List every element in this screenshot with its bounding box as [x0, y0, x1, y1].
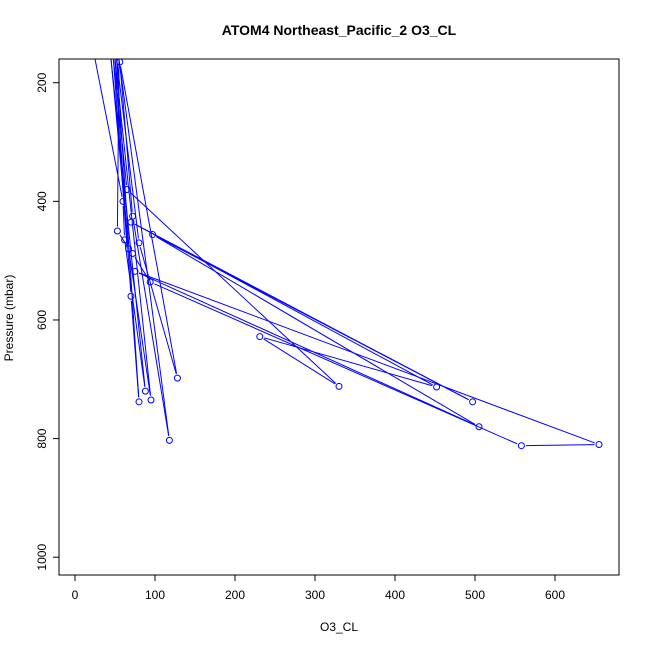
data-point — [116, 59, 124, 66]
data-point — [147, 396, 155, 404]
data-point — [517, 442, 525, 450]
y-tick-label: 1000 — [35, 544, 49, 571]
y-tick-label: 200 — [35, 72, 49, 92]
y-tick-label: 400 — [35, 191, 49, 211]
x-tick-label: 100 — [145, 588, 165, 602]
series-segment — [138, 272, 476, 426]
data-point — [149, 231, 157, 239]
series-segment — [156, 236, 469, 401]
series-segment — [112, 59, 128, 246]
y-tick-label: 600 — [35, 310, 49, 330]
data-point — [131, 267, 139, 275]
series-segment — [139, 272, 595, 444]
x-tick-label: 300 — [305, 588, 325, 602]
data-point — [165, 436, 173, 444]
data-point — [475, 423, 483, 431]
series-segment — [112, 59, 128, 186]
data-point — [121, 236, 129, 244]
series-segment — [134, 257, 149, 279]
data-point — [125, 245, 133, 253]
data-point — [135, 239, 143, 247]
data-point — [335, 382, 343, 390]
series-segment — [116, 59, 120, 227]
series-segment — [120, 66, 178, 374]
series-clip-group — [94, 59, 603, 450]
data-point — [595, 441, 603, 449]
y-axis: 200 400 600 800 1000 — [35, 72, 60, 571]
series-segment — [525, 444, 595, 447]
data-point — [141, 387, 149, 395]
series-segment — [124, 244, 146, 387]
data-point — [123, 185, 131, 193]
series-segment — [132, 220, 170, 437]
data-point — [146, 278, 154, 286]
series-segment — [263, 337, 433, 387]
data-point — [127, 292, 135, 300]
data-point — [256, 333, 264, 341]
plot-frame — [58, 58, 620, 576]
y-axis-label: Pressure (mbar) — [2, 275, 16, 362]
data-point — [129, 212, 137, 220]
data-point — [469, 398, 477, 406]
series-segment — [263, 338, 336, 385]
series-segment — [129, 192, 337, 384]
x-tick-label: 0 — [72, 588, 79, 602]
series-layer — [94, 59, 603, 450]
x-tick-label: 500 — [465, 588, 485, 602]
data-point — [173, 374, 181, 382]
series-segment — [128, 253, 151, 396]
x-tick-label: 400 — [385, 588, 405, 602]
x-tick-label: 600 — [545, 588, 565, 602]
chart-title: ATOM4 Northeast_Pacific_2 O3_CL — [222, 22, 457, 38]
data-point — [135, 398, 143, 406]
x-axis: 0 100 200 300 400 500 600 — [72, 574, 565, 602]
series-segment — [119, 234, 128, 247]
data-point — [129, 250, 137, 258]
series-segment — [116, 59, 140, 398]
x-tick-label: 200 — [225, 588, 245, 602]
series-segment — [114, 59, 152, 396]
series-segment — [122, 205, 125, 236]
data-point — [113, 227, 121, 235]
x-axis-label: O3_CL — [320, 620, 358, 634]
series-segment — [116, 59, 139, 239]
series-segment — [118, 59, 170, 436]
data-point — [127, 218, 135, 226]
data-point — [433, 383, 441, 391]
series-segment — [119, 66, 133, 212]
series-segment — [154, 283, 518, 445]
y-tick-label: 800 — [35, 428, 49, 448]
data-point — [119, 197, 127, 205]
series-segment — [156, 236, 476, 425]
